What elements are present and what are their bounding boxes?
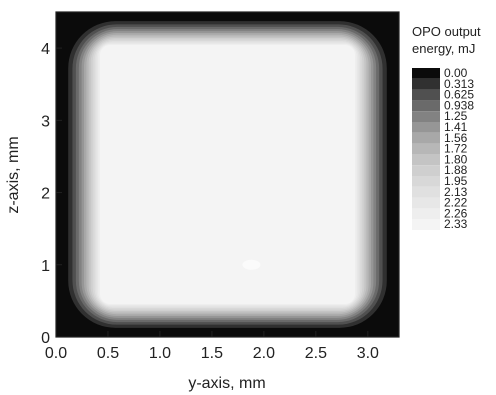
legend-swatch (412, 122, 440, 133)
legend-level-label: 1.56 (444, 131, 468, 145)
legend-level-label: 1.88 (444, 163, 468, 177)
y-tick-label: 2 (41, 186, 50, 203)
legend-level-label: 0.313 (444, 77, 474, 91)
legend-swatch (412, 219, 440, 230)
x-tick-label: 3.0 (357, 345, 379, 362)
legend-level-label: 1.72 (444, 142, 468, 156)
legend-swatch (412, 186, 440, 198)
legend-title-line-1: OPO output (412, 24, 481, 39)
plot-frame (55, 11, 400, 338)
legend-swatch (412, 89, 440, 101)
x-tick-label: 0.0 (45, 345, 67, 362)
legend-swatch (412, 165, 440, 176)
y-axis-ticks: 0 1 2 3 4 (41, 41, 62, 347)
legend-swatch (412, 154, 440, 166)
x-axis-ticks: 0.0 0.5 1.0 1.5 2.0 2.5 3.0 (45, 331, 379, 362)
legend-swatch (412, 78, 440, 90)
y-tick-label: 0 (41, 330, 50, 347)
y-axis-title: z-axis, mm (5, 136, 22, 213)
legend-swatch (412, 208, 440, 220)
legend-title-line-2: energy, mJ (412, 41, 475, 56)
heatmap-plot-area (56, 12, 399, 337)
legend-level-label: 1.95 (444, 174, 468, 188)
contour-band-2.33 (100, 45, 355, 304)
y-tick-label: 4 (41, 41, 50, 58)
x-tick-label: 1.0 (149, 345, 171, 362)
x-axis-title: y-axis, mm (188, 375, 265, 392)
legend-swatch (412, 176, 440, 187)
legend-swatch (412, 111, 440, 122)
legend-level-label: 2.33 (444, 217, 468, 231)
legend-level-label: 0.00 (444, 66, 468, 80)
heatmap-contours (68, 21, 387, 328)
legend-level-label: 2.22 (444, 196, 468, 210)
contour-peak-spot (242, 259, 261, 270)
legend-level-label: 1.25 (444, 109, 468, 123)
x-tick-label: 1.5 (201, 345, 223, 362)
legend-swatch (412, 143, 440, 155)
legend-swatch (412, 68, 440, 79)
legend-level-label: 2.13 (444, 185, 468, 199)
x-tick-label: 2.0 (253, 345, 275, 362)
legend-swatch (412, 132, 440, 144)
legend-level-label: 0.625 (444, 88, 474, 102)
legend-level-label: 1.41 (444, 120, 468, 134)
x-tick-label: 2.5 (305, 345, 327, 362)
legend-level-label: 1.80 (444, 152, 468, 166)
y-tick-label: 3 (41, 113, 50, 130)
x-tick-label: 0.5 (97, 345, 119, 362)
y-tick-label: 1 (41, 258, 50, 275)
legend-swatches: 0.000.3130.6250.9381.251.411.561.721.801… (412, 66, 474, 231)
legend-level-label: 2.26 (444, 206, 468, 220)
legend-swatch (412, 100, 440, 112)
legend-swatch (412, 197, 440, 209)
legend-level-label: 0.938 (444, 98, 474, 112)
color-legend: OPO output energy, mJ 0.000.3130.6250.93… (412, 24, 481, 231)
